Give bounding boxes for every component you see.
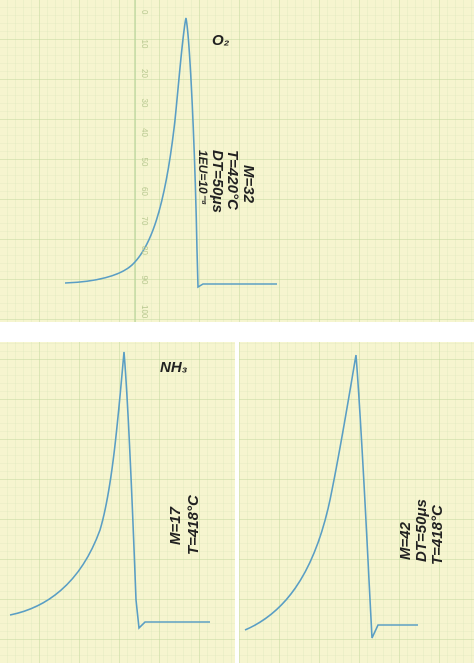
gas-label: NH₃ [160,359,188,376]
bottom-right-sheet: M=42 DT=50μs T=418°C [239,342,474,663]
top-sheet: O₂ 0 10 20 30 40 50 60 70 80 90 100 M=32 T=420°C D… [0,0,474,322]
annotation: T=418°C [185,494,202,555]
axis-label: 40 [140,128,149,137]
annotation: M=32 [240,165,257,204]
annotation: DT=50μs [413,499,430,562]
axis-label: 50 [140,158,149,167]
axis-label: 20 [140,69,149,78]
axis-label: 0 [140,10,149,15]
axis-label: 60 [140,187,149,196]
annotation: DT=50μs [209,150,226,213]
axis-label: 100 [140,305,149,319]
trace [244,354,418,639]
axis-label: 90 [140,276,149,285]
annotation: M=42 [397,521,414,560]
annotation: M=17 [167,506,184,545]
axis-label: 80 [140,246,149,255]
annotation: T=420°C [224,150,241,211]
trace [9,351,210,630]
annotation: 1EU=10⁻⁸ [196,150,210,205]
axis-label: 30 [140,99,149,108]
bottom-left-sheet: NH₃ M=17 T=418°C [0,342,235,663]
gas-label: O₂ [212,32,230,49]
trace [64,17,277,289]
axis-label: 70 [140,217,149,226]
annotation: T=418°C [429,504,446,565]
axis-label: 10 [140,40,149,49]
